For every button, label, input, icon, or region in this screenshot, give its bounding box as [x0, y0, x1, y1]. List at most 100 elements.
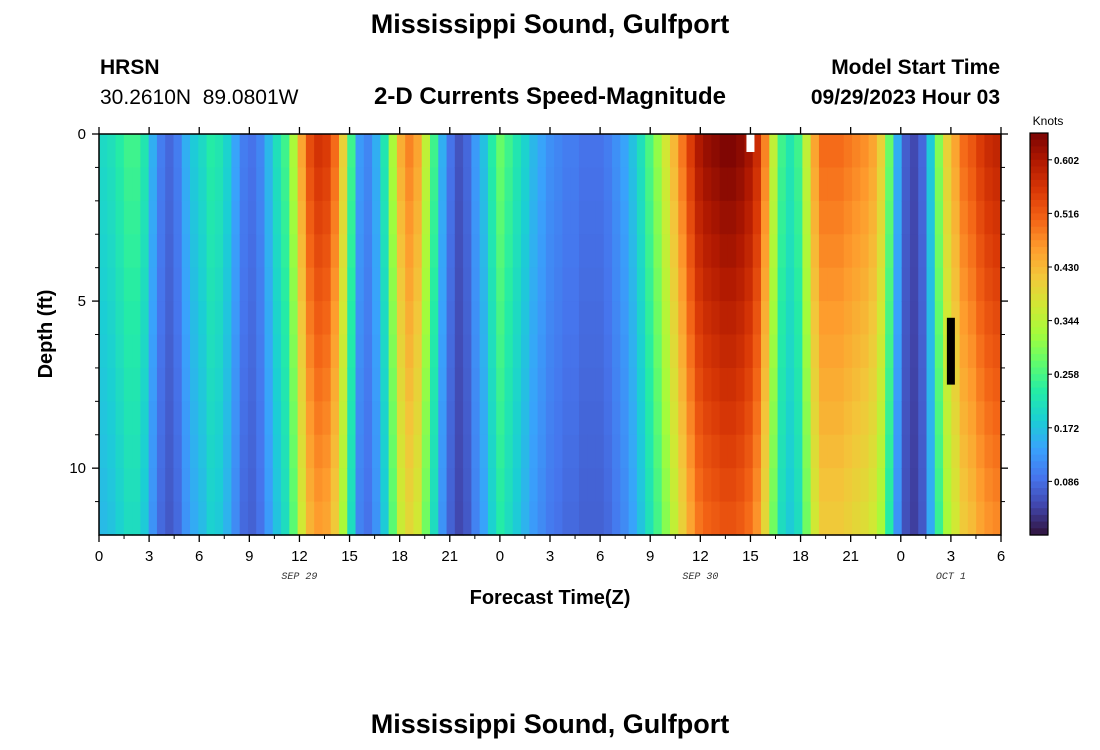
heat-cell [669, 234, 679, 269]
heat-cell [744, 301, 754, 336]
page-title-top: Mississippi Sound, Gulfport [370, 9, 730, 39]
colorbar-band [1030, 300, 1048, 308]
heat-cell [272, 434, 282, 469]
heat-cell [206, 234, 216, 269]
heat-cell [289, 301, 299, 336]
heat-cell [438, 167, 448, 202]
heat-cell [578, 468, 588, 503]
heat-cell [504, 234, 514, 269]
heat-cell [388, 301, 398, 336]
heat-cell [694, 134, 704, 169]
heat-cell [645, 367, 655, 402]
colorbar-band [1030, 394, 1048, 402]
colorbar-band [1030, 220, 1048, 228]
colorbar-band [1030, 508, 1048, 516]
heat-cell [893, 468, 903, 503]
heat-cell [570, 267, 580, 302]
heat-cell [355, 200, 365, 235]
heat-cell [810, 301, 820, 336]
heat-cell [529, 167, 539, 202]
heat-cell [587, 267, 597, 302]
heat-cell [727, 267, 737, 302]
heat-cell [123, 401, 133, 436]
heat-cell [711, 367, 721, 402]
heat-cell [123, 301, 133, 336]
heat-cell [868, 200, 878, 235]
heat-cell [372, 167, 381, 202]
heat-cell [372, 434, 381, 469]
heat-cell [636, 167, 646, 202]
heat-cell [272, 367, 282, 402]
heat-cell [595, 401, 605, 436]
heat-cell [272, 501, 282, 536]
heat-cell [843, 401, 853, 436]
heat-cell [727, 301, 737, 336]
model-start-label: Model Start Time [831, 56, 1000, 79]
heat-cell [802, 401, 812, 436]
heat-cell [727, 134, 737, 169]
heat-cell [918, 200, 928, 235]
heat-cell [214, 200, 224, 235]
x-tick-label: 3 [546, 548, 554, 565]
heat-cell [396, 334, 406, 369]
heat-cell [115, 200, 125, 235]
heat-cell [454, 468, 464, 503]
heat-cell [438, 200, 448, 235]
heat-cell [190, 367, 199, 402]
heat-cell [554, 234, 564, 269]
heat-cell [694, 468, 704, 503]
heat-cell [719, 234, 729, 269]
heat-cell [736, 367, 746, 402]
heat-cell [736, 301, 746, 336]
heat-cell [645, 334, 655, 369]
heat-cell [802, 134, 812, 169]
colorbar-tick-label: 0.430 [1054, 263, 1079, 274]
heat-cell [901, 434, 911, 469]
heat-cell [115, 334, 125, 369]
heat-cell [802, 434, 812, 469]
heat-cell [636, 334, 646, 369]
heat-cell [669, 334, 679, 369]
heat-cell [868, 234, 878, 269]
heat-cell [554, 401, 564, 436]
y-tick-label: 5 [78, 293, 86, 310]
heat-cell [355, 301, 365, 336]
heat-cell [123, 167, 133, 202]
heat-cell [810, 167, 820, 202]
heat-cell [794, 301, 803, 336]
heat-cell [504, 134, 514, 169]
heat-cell [396, 134, 406, 169]
heat-cell [256, 301, 266, 336]
heat-cell [107, 468, 117, 503]
heat-cell [967, 301, 977, 336]
heat-cell [876, 200, 886, 235]
heat-cell [562, 200, 572, 235]
heat-cell [901, 501, 911, 536]
heat-cell [612, 334, 621, 369]
heat-cell [794, 334, 803, 369]
heat-cell [661, 501, 671, 536]
x-tick-label: 3 [145, 548, 153, 565]
page-title-bottom: Mississippi Sound, Gulfport [370, 709, 730, 739]
heat-cell [852, 234, 861, 269]
heat-cell [769, 468, 779, 503]
heat-cell [272, 267, 282, 302]
heat-cell [951, 401, 961, 436]
heat-cell [810, 434, 820, 469]
heat-cell [504, 434, 514, 469]
heat-cell [934, 267, 944, 302]
heat-cell [223, 334, 233, 369]
heat-cell [876, 468, 886, 503]
x-date-label: OCT 1 [936, 572, 966, 583]
heat-cell [727, 234, 737, 269]
heat-cell [587, 200, 597, 235]
heat-cell [239, 234, 249, 269]
heat-cell [479, 334, 489, 369]
heat-cell [794, 501, 803, 536]
heat-cell [967, 267, 977, 302]
heat-cell [769, 367, 779, 402]
heat-cell [860, 267, 870, 302]
heat-cell [769, 334, 779, 369]
heat-cell [264, 501, 274, 536]
heat-cell [463, 434, 472, 469]
